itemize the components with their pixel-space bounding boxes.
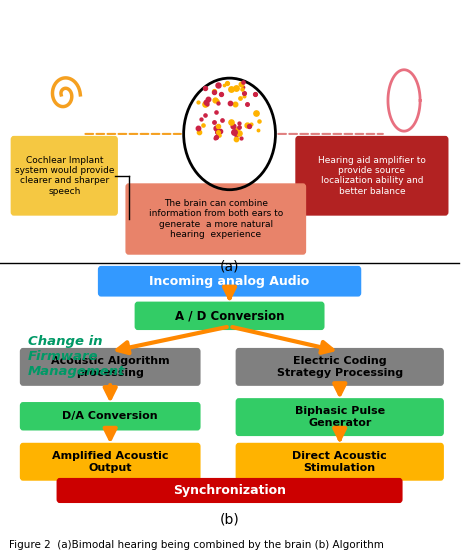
Text: Synchronization: Synchronization <box>173 484 286 497</box>
FancyBboxPatch shape <box>99 267 360 296</box>
FancyBboxPatch shape <box>237 349 443 385</box>
FancyBboxPatch shape <box>57 479 402 502</box>
Text: Acoustic Algorithm
processing: Acoustic Algorithm processing <box>51 356 170 378</box>
Text: Figure 2  (a)Bimodal hearing being combined by the brain (b) Algorithm: Figure 2 (a)Bimodal hearing being combin… <box>9 540 384 550</box>
Text: Incoming analog Audio: Incoming analog Audio <box>149 275 310 288</box>
Text: Biphasic Pulse
Generator: Biphasic Pulse Generator <box>295 406 385 428</box>
Text: Direct Acoustic
Stimulation: Direct Acoustic Stimulation <box>292 451 387 473</box>
Text: Amplified Acoustic
Output: Amplified Acoustic Output <box>52 451 168 473</box>
Text: The brain can combine
information from both ears to
generate  a more natural
hea: The brain can combine information from b… <box>149 199 283 239</box>
Text: (b): (b) <box>219 512 239 526</box>
Text: A / D Conversion: A / D Conversion <box>175 309 284 323</box>
FancyBboxPatch shape <box>21 349 200 385</box>
FancyBboxPatch shape <box>237 399 443 435</box>
FancyBboxPatch shape <box>126 184 305 254</box>
FancyBboxPatch shape <box>21 403 200 430</box>
Text: (a): (a) <box>220 259 239 273</box>
FancyBboxPatch shape <box>136 302 324 329</box>
FancyBboxPatch shape <box>296 137 447 215</box>
Text: D/A Conversion: D/A Conversion <box>63 411 158 421</box>
FancyBboxPatch shape <box>11 137 117 215</box>
Text: Change in
Firmware
Management: Change in Firmware Management <box>27 335 125 378</box>
FancyBboxPatch shape <box>237 444 443 480</box>
Text: Hearing aid amplifier to
provide source
localization ability and
better balance: Hearing aid amplifier to provide source … <box>318 156 426 196</box>
FancyBboxPatch shape <box>21 444 200 480</box>
Text: Electric Coding
Strategy Processing: Electric Coding Strategy Processing <box>277 356 403 378</box>
Text: Cochlear Implant
system would provide
clearer and sharper
speech: Cochlear Implant system would provide cl… <box>15 156 114 196</box>
